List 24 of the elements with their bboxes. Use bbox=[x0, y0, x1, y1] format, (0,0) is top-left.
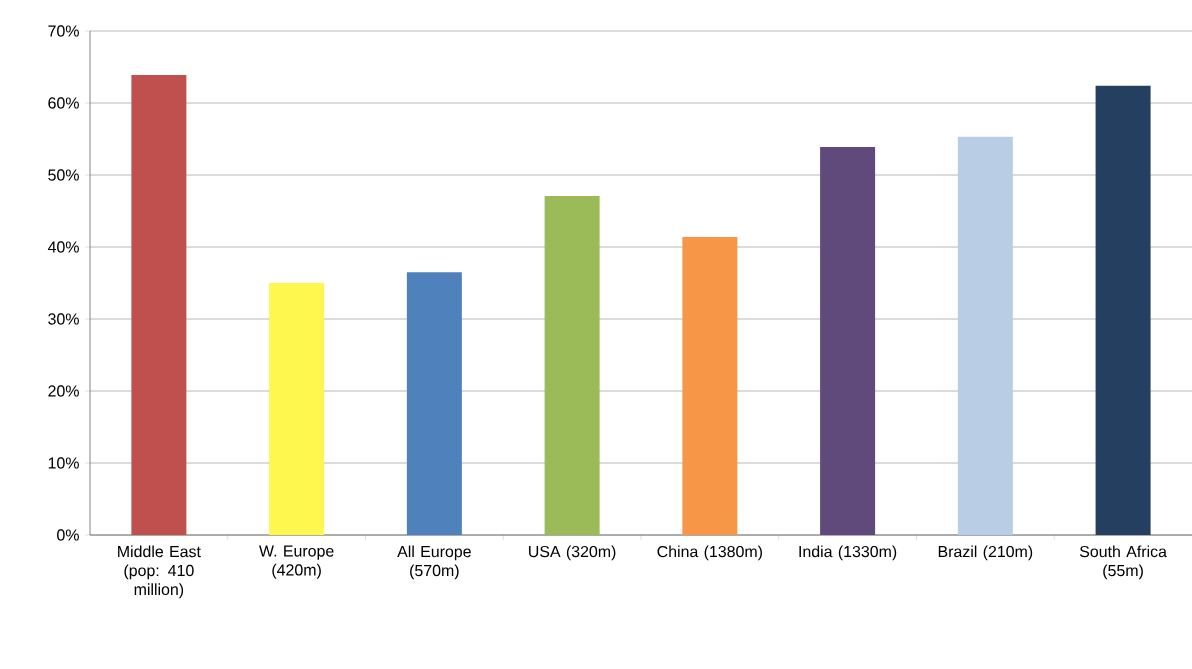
y-tick-label: 20% bbox=[48, 385, 79, 397]
x-tick-label: India (1330m) bbox=[799, 545, 897, 561]
x-tick-label: All Europe (570m) bbox=[397, 545, 471, 580]
y-tick-label: 50% bbox=[48, 169, 79, 181]
bar bbox=[406, 272, 462, 535]
y-tick-label: 60% bbox=[48, 97, 79, 109]
x-tick-label: South Africa (55m) bbox=[1079, 545, 1167, 580]
bar bbox=[820, 146, 876, 535]
y-tick-label: 70% bbox=[48, 25, 79, 37]
bar bbox=[1095, 85, 1151, 535]
y-tick-label: 0% bbox=[57, 529, 79, 541]
bar bbox=[269, 283, 325, 535]
x-tick-label: China (1380m) bbox=[657, 545, 762, 561]
bar bbox=[682, 236, 738, 535]
x-tick-label: Middle East (pop: 410 million) bbox=[118, 545, 201, 599]
y-tick-label: 10% bbox=[48, 457, 79, 469]
bar bbox=[957, 136, 1013, 535]
y-tick-label: 30% bbox=[48, 313, 79, 325]
x-tick-label: W. Europe (420m) bbox=[259, 545, 334, 579]
x-tick-label: Brazil (210m) bbox=[938, 545, 1033, 561]
y-tick-label: 40% bbox=[47, 241, 79, 253]
x-tick-label: USA (320m) bbox=[529, 545, 616, 561]
bar bbox=[544, 195, 600, 535]
bar bbox=[131, 74, 187, 535]
